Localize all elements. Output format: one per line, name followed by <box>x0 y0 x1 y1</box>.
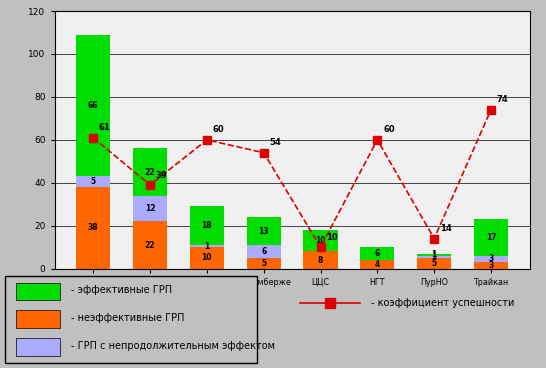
Text: 18: 18 <box>201 221 212 230</box>
Bar <box>417 258 451 269</box>
Bar <box>247 258 281 269</box>
Text: 10: 10 <box>326 233 338 242</box>
Bar <box>16 283 60 300</box>
Text: 14: 14 <box>440 224 452 233</box>
Bar <box>247 245 281 258</box>
Bar <box>133 222 167 269</box>
Text: 4: 4 <box>375 260 380 269</box>
Text: - ГРП с непродолжительным эффектом: - ГРП с непродолжительным эффектом <box>71 341 275 351</box>
Bar <box>76 35 110 176</box>
Text: 74: 74 <box>497 95 508 105</box>
Text: 60: 60 <box>383 125 395 134</box>
Bar <box>76 187 110 269</box>
Text: 22: 22 <box>145 167 155 177</box>
Bar <box>190 247 224 269</box>
Bar <box>190 206 224 245</box>
Text: 17: 17 <box>486 233 496 242</box>
Text: 6: 6 <box>261 247 266 256</box>
Text: 3: 3 <box>488 261 494 270</box>
Bar <box>304 230 337 251</box>
Text: 39: 39 <box>156 170 167 180</box>
Text: 12: 12 <box>145 204 155 213</box>
Text: 22: 22 <box>145 241 155 250</box>
Bar <box>133 148 167 196</box>
Text: 54: 54 <box>269 138 281 147</box>
Text: 10: 10 <box>201 254 212 262</box>
Text: 61: 61 <box>99 123 111 132</box>
Text: 66: 66 <box>88 101 98 110</box>
Text: - эффективные ГРП: - эффективные ГРП <box>71 286 172 296</box>
Bar <box>474 262 508 269</box>
Bar <box>16 338 60 356</box>
Bar <box>190 245 224 247</box>
Text: - неэффективные ГРП: - неэффективные ГРП <box>71 313 185 323</box>
Text: 13: 13 <box>258 227 269 236</box>
Text: 1: 1 <box>431 250 437 259</box>
Text: 8: 8 <box>318 255 323 265</box>
Bar <box>474 256 508 262</box>
Bar <box>76 176 110 187</box>
Bar <box>474 219 508 256</box>
Bar <box>417 256 451 258</box>
Text: 10: 10 <box>315 236 326 245</box>
Text: 60: 60 <box>212 125 224 134</box>
Bar <box>133 196 167 222</box>
Text: 5: 5 <box>261 259 266 268</box>
Text: 1: 1 <box>431 252 437 261</box>
Bar <box>247 217 281 245</box>
Bar <box>304 251 337 269</box>
Bar <box>360 247 394 260</box>
Text: 5: 5 <box>91 177 96 186</box>
Text: 1: 1 <box>204 242 210 251</box>
Text: - коэффициент успешности: - коэффициент успешности <box>371 298 515 308</box>
Text: 38: 38 <box>88 223 98 232</box>
Text: 3: 3 <box>488 255 494 263</box>
Bar <box>16 310 60 328</box>
FancyBboxPatch shape <box>5 276 257 363</box>
Bar <box>417 254 451 256</box>
Text: 5: 5 <box>431 259 437 268</box>
Bar <box>360 260 394 269</box>
Text: 6: 6 <box>375 249 380 258</box>
